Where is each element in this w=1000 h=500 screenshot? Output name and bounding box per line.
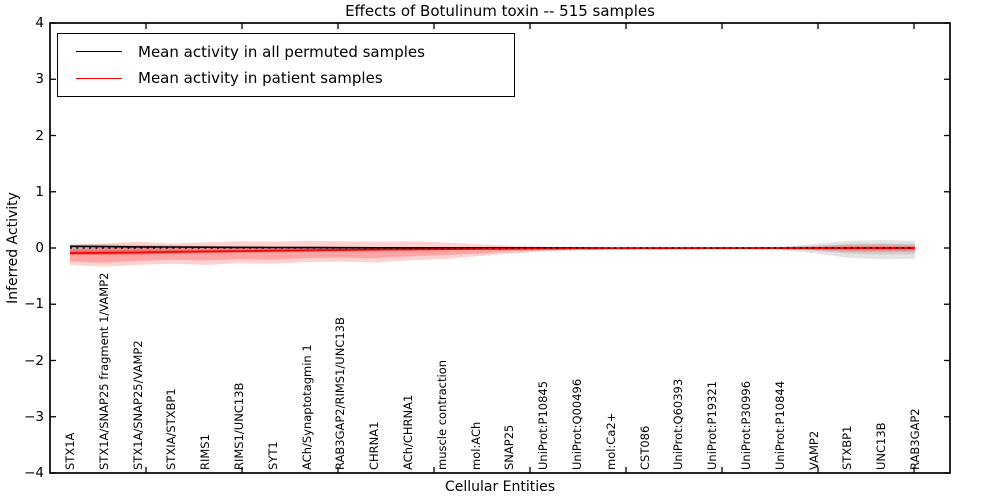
x-tick-label: CST086 <box>637 425 652 470</box>
legend: Mean activity in all permuted samples Me… <box>57 33 515 97</box>
x-tick-label: UniProt:P19321 <box>705 380 720 470</box>
x-tick-label: SYT1 <box>265 441 280 470</box>
legend-label-permuted: Mean activity in all permuted samples <box>138 42 425 61</box>
x-tick-label: STX1A/SNAP25 fragment 1/VAMP2 <box>96 272 111 470</box>
band-permuted-samples-spread-outer <box>70 240 915 260</box>
x-tick-label: muscle contraction <box>434 359 449 470</box>
x-tick-label: UniProt:Q60393 <box>671 378 686 470</box>
y-tick-label: −3 <box>24 408 44 425</box>
x-tick-label: SNAP25 <box>502 424 517 470</box>
y-tick-label: 2 <box>35 127 44 144</box>
x-tick-label: STXBP1 <box>840 425 855 470</box>
x-tick-label: RIMS1 <box>198 434 213 470</box>
x-tick-label: RAB3GAP2 <box>908 408 922 470</box>
legend-entry-patient: Mean activity in patient samples <box>58 69 514 87</box>
x-tick-label: mol:Ca2+ <box>603 412 618 470</box>
x-tick-label: UNC13B <box>874 422 889 470</box>
y-tick-label: 0 <box>35 240 44 256</box>
x-tick-label: STX1A/SNAP25/VAMP2 <box>130 340 145 470</box>
x-tick-label: STX1A <box>63 432 77 470</box>
x-tick-label: mol:ACh <box>468 421 483 470</box>
x-tick-label: UniProt:P10845 <box>536 380 551 470</box>
x-tick-label: RIMS1/UNC13B <box>232 382 246 470</box>
patient-line-swatch <box>76 77 122 79</box>
y-tick-label: −1 <box>24 296 44 313</box>
y-tick-label: −4 <box>24 465 44 481</box>
y-tick-label: 3 <box>35 71 44 88</box>
x-axis-label: Cellular Entities <box>444 479 556 495</box>
x-tick-label: UniProt:P10844 <box>772 380 787 470</box>
y-tick-label: −2 <box>24 352 44 369</box>
legend-entry-permuted: Mean activity in all permuted samples <box>58 43 514 61</box>
x-tick-label: CHRNA1 <box>367 421 382 470</box>
x-tick-label: VAMP2 <box>806 430 821 470</box>
legend-label-patient: Mean activity in patient samples <box>138 69 383 88</box>
permuted-line-swatch <box>76 51 122 53</box>
x-tick-label: UniProt:Q00496 <box>570 378 584 470</box>
chart-title: Effects of Botulinum toxin -- 515 sample… <box>345 2 655 20</box>
y-tick-label: 1 <box>35 183 44 200</box>
x-tick-label: RAB3GAP2/RIMS1/UNC13B <box>333 317 348 470</box>
x-tick-label: UniProt:P30996 <box>739 380 753 470</box>
x-tick-label: ACh/CHRNA1 <box>401 394 415 470</box>
x-tick-label: ACh/Synaptotagmin 1 <box>299 344 314 470</box>
band-permuted-samples-spread-inner <box>70 243 915 255</box>
x-tick-label: STXIA/STXBP1 <box>164 388 179 470</box>
y-tick-label: 4 <box>35 15 44 31</box>
